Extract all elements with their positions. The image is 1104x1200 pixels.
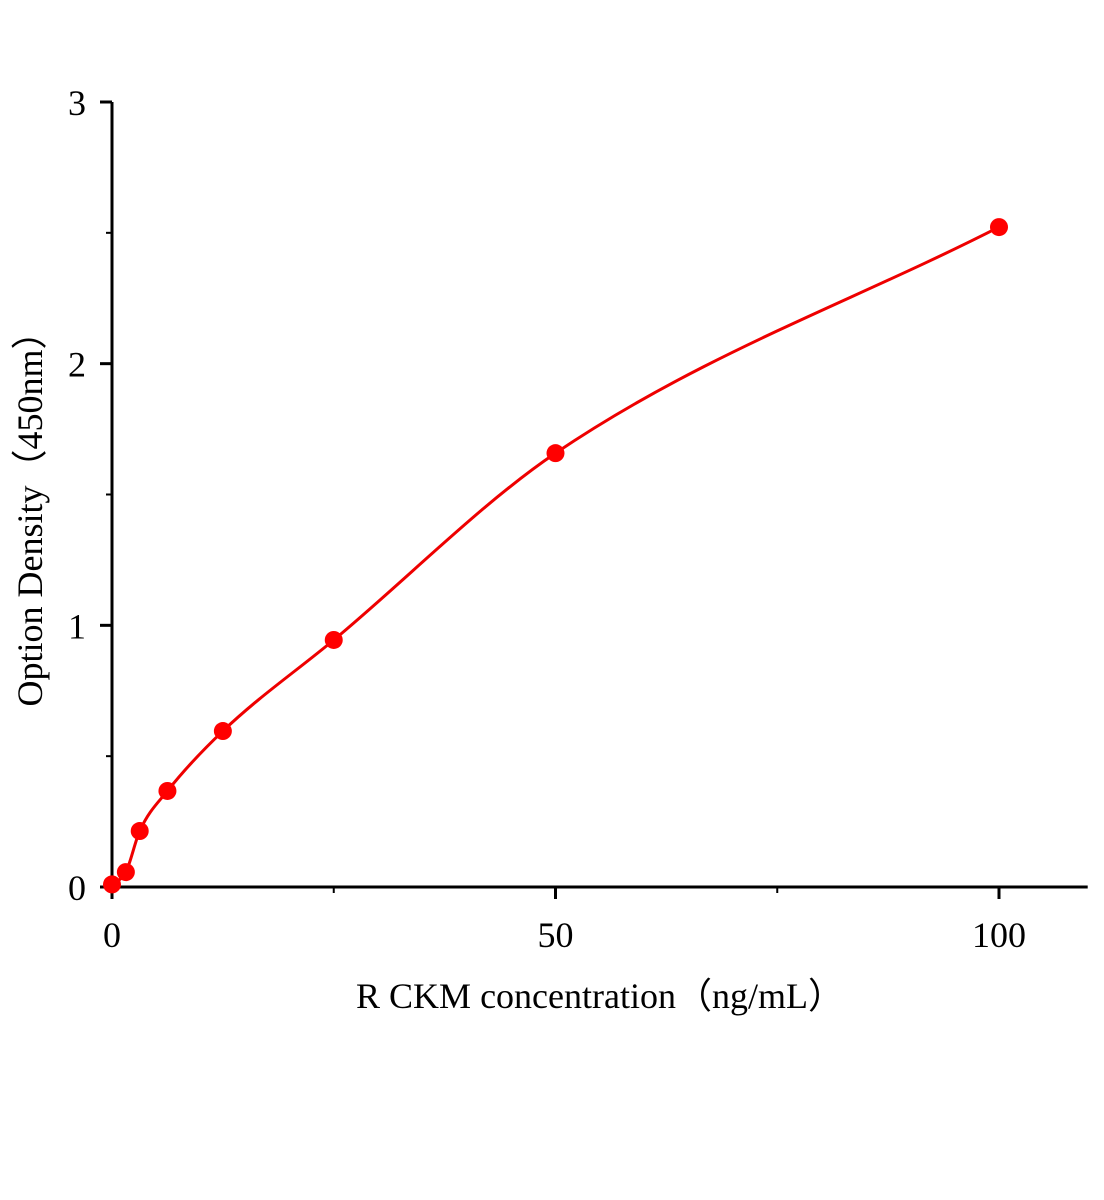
data-point <box>324 630 343 649</box>
y-tick-label: 3 <box>68 83 86 123</box>
data-point <box>158 781 177 800</box>
fit-curve <box>111 225 1000 886</box>
data-point <box>990 218 1008 237</box>
x-tick-label: 50 <box>538 915 574 955</box>
data-point <box>116 863 135 882</box>
x-tick-label: 100 <box>972 915 1026 955</box>
y-tick-label: 1 <box>68 606 86 646</box>
y-axis-label: Option Density（450nm） <box>10 314 50 707</box>
data-point <box>103 875 121 894</box>
data-point <box>213 722 232 741</box>
data-point <box>546 444 565 463</box>
y-tick-label: 0 <box>68 868 86 908</box>
x-axis-label: R CKM concentration（ng/mL） <box>356 976 844 1016</box>
y-tick-label: 2 <box>68 345 86 385</box>
x-tick-label: 0 <box>103 915 121 955</box>
axes: 0 50 100 0 1 2 3 <box>68 83 1088 955</box>
data-point <box>130 822 149 841</box>
data-points <box>103 218 1008 894</box>
